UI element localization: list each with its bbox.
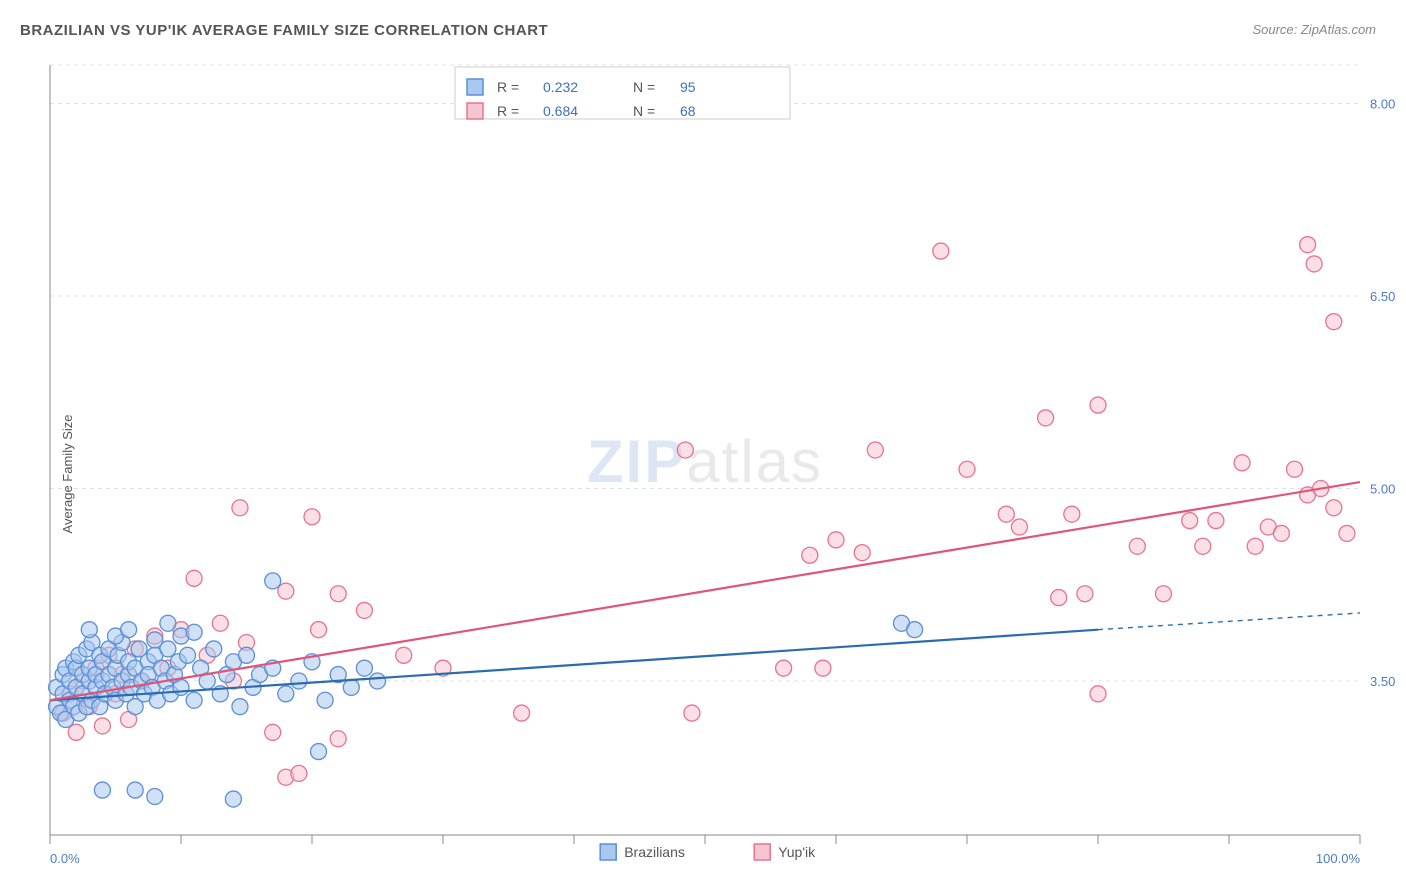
data-point [239, 647, 255, 663]
data-point [1064, 506, 1080, 522]
data-point [232, 699, 248, 715]
data-point [1234, 455, 1250, 471]
data-point [186, 624, 202, 640]
watermark: ZIPatlas [587, 428, 823, 495]
legend-swatch [467, 103, 483, 119]
data-point [1300, 237, 1316, 253]
data-point [68, 724, 84, 740]
data-point [1287, 461, 1303, 477]
data-point [1011, 519, 1027, 535]
data-point [1051, 590, 1067, 606]
data-point [265, 724, 281, 740]
data-point [815, 660, 831, 676]
data-point [514, 705, 530, 721]
data-point [225, 791, 241, 807]
data-point [1208, 513, 1224, 529]
data-point [828, 532, 844, 548]
data-point [1339, 525, 1355, 541]
series-label: Yup'ik [778, 844, 816, 860]
data-point [311, 744, 327, 760]
data-point [1090, 686, 1106, 702]
data-point [186, 692, 202, 708]
chart-title: BRAZILIAN VS YUP'IK AVERAGE FAMILY SIZE … [20, 22, 548, 39]
data-point [291, 765, 307, 781]
x-tick-max: 100.0% [1316, 851, 1361, 866]
data-point [291, 673, 307, 689]
data-point [396, 647, 412, 663]
y-tick-label: 6.50 [1370, 289, 1395, 304]
data-point [1090, 397, 1106, 413]
data-point [776, 660, 792, 676]
legend-n-value: 68 [680, 103, 696, 119]
legend-r-value: 0.684 [543, 103, 578, 119]
data-point [343, 679, 359, 695]
series-label: Brazilians [624, 844, 685, 860]
data-point [959, 461, 975, 477]
data-point [1326, 314, 1342, 330]
legend-n-value: 95 [680, 79, 696, 95]
data-point [907, 622, 923, 638]
data-point [370, 673, 386, 689]
data-point [81, 622, 97, 638]
data-point [121, 622, 137, 638]
data-point [147, 789, 163, 805]
data-point [127, 782, 143, 798]
data-point [330, 586, 346, 602]
data-point [186, 570, 202, 586]
trend-line-brazilians-ext [1098, 613, 1360, 630]
data-point [1038, 410, 1054, 426]
legend-swatch [467, 79, 483, 95]
data-point [1182, 513, 1198, 529]
series-swatch [754, 844, 770, 860]
legend-n-label: N = [633, 103, 655, 119]
data-point [1247, 538, 1263, 554]
y-tick-label: 5.00 [1370, 482, 1395, 497]
data-point [278, 583, 294, 599]
data-point [1326, 500, 1342, 516]
x-tick-min: 0.0% [50, 851, 80, 866]
data-point [1077, 586, 1093, 602]
data-point [356, 660, 372, 676]
scatter-chart: ZIPatlas 0.0% 100.0% 3.50 5.00 6.50 8.00 R = 0.2… [0, 55, 1406, 892]
data-point [1156, 586, 1172, 602]
data-point [206, 641, 222, 657]
data-point [173, 679, 189, 695]
series-swatch [600, 844, 616, 860]
y-axis-label: Average Family Size [60, 414, 75, 533]
data-point [998, 506, 1014, 522]
legend-r-value: 0.232 [543, 79, 578, 95]
data-point [677, 442, 693, 458]
data-point [304, 509, 320, 525]
data-point [684, 705, 700, 721]
legend-n-label: N = [633, 79, 655, 95]
data-point [1129, 538, 1145, 554]
chart-area: Average Family Size ZIPatlas 0.0% 100.0% 3.… [0, 55, 1406, 892]
data-point [278, 686, 294, 702]
data-point [854, 545, 870, 561]
legend-r-label: R = [497, 103, 519, 119]
legend-r-label: R = [497, 79, 519, 95]
y-tick-label: 3.50 [1370, 674, 1395, 689]
data-point [265, 573, 281, 589]
data-point [232, 500, 248, 516]
data-point [330, 731, 346, 747]
data-point [802, 547, 818, 563]
data-point [356, 602, 372, 618]
data-point [180, 647, 196, 663]
data-point [311, 622, 327, 638]
data-point [1195, 538, 1211, 554]
data-point [1306, 256, 1322, 272]
source-label: Source: ZipAtlas.com [1252, 22, 1376, 37]
data-point [317, 692, 333, 708]
data-point [933, 243, 949, 259]
data-point [147, 632, 163, 648]
data-point [160, 615, 176, 631]
y-tick-label: 8.00 [1370, 97, 1395, 112]
data-point [94, 718, 110, 734]
data-point [94, 782, 110, 798]
data-point [212, 615, 228, 631]
data-point [1273, 525, 1289, 541]
data-point [867, 442, 883, 458]
